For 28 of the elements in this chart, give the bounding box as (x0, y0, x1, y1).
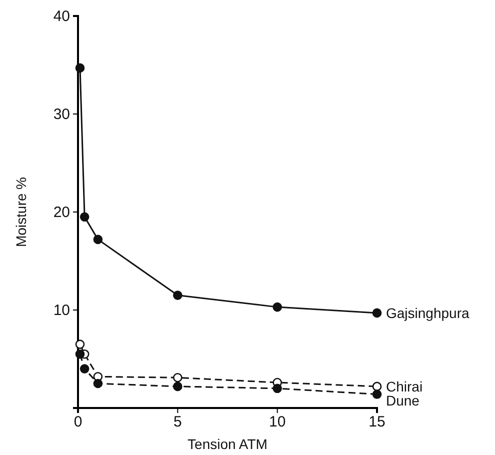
point (272, 384, 282, 394)
point (173, 290, 182, 300)
y-axis-title: Moisture % (13, 176, 29, 248)
point (75, 340, 85, 349)
y-tick-label: 20 (53, 204, 70, 221)
x-tick-label: 5 (173, 414, 182, 431)
point (93, 234, 103, 244)
y-tick-label: 10 (53, 302, 70, 319)
series-label: Dune (386, 392, 420, 408)
point (372, 382, 382, 392)
point (372, 308, 382, 318)
x-tick-label: 15 (368, 414, 386, 431)
y-tick-label: 40 (53, 8, 70, 25)
y-tick-label: 30 (53, 106, 70, 123)
x-tick-label: 10 (268, 414, 286, 431)
point (173, 382, 182, 392)
point (80, 364, 90, 374)
point (75, 63, 85, 73)
series-label: Chirai (386, 378, 423, 394)
point (372, 390, 382, 399)
point (272, 302, 282, 312)
point (75, 349, 85, 359)
x-axis-title: Tension ATM (188, 436, 268, 452)
x-tick-label: 0 (74, 414, 82, 431)
point (80, 212, 90, 222)
series-label: Gajsinghpura (386, 304, 470, 321)
point (93, 378, 103, 388)
point (173, 372, 182, 382)
